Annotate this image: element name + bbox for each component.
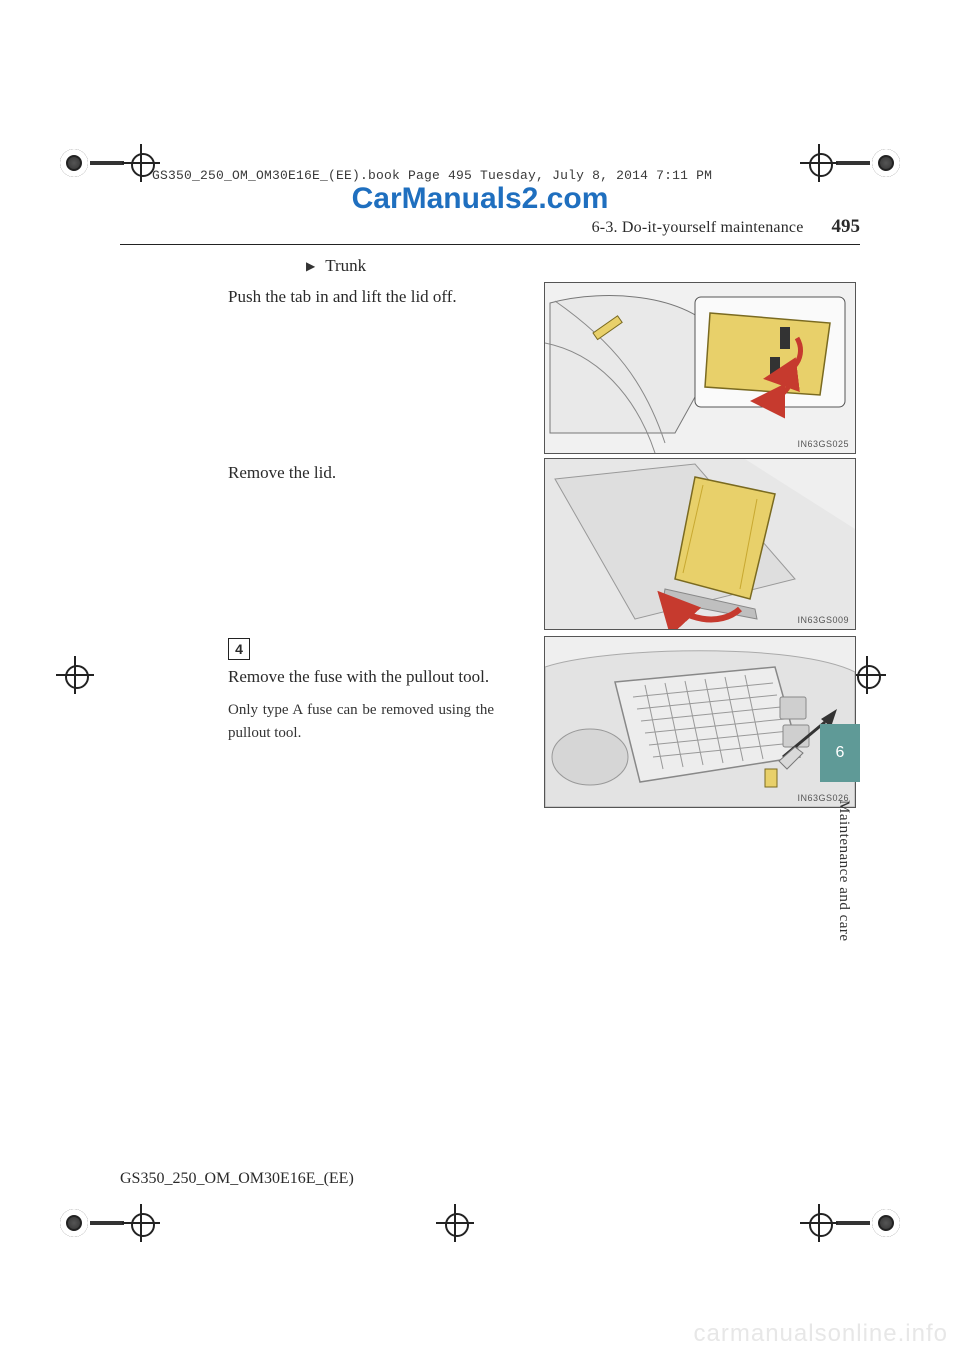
chapter-side-label: Maintenance and care <box>835 800 852 942</box>
footer-watermark: carmanualsonline.info <box>694 1320 948 1348</box>
section-header: 6-3. Do-it-yourself maintenance 495 <box>120 216 860 245</box>
step-4-sub: Only type A fuse can be removed using th… <box>228 699 494 746</box>
step-number-box: 4 <box>228 638 250 660</box>
crosshair-icon <box>804 148 834 178</box>
content-area: ▶ Trunk Push the tab in and lift the lid… <box>228 256 856 812</box>
page-number: 495 <box>832 216 861 238</box>
figure-2-svg <box>545 459 855 629</box>
step-row-push-tab: Push the tab in and lift the lid off. <box>228 282 856 454</box>
reg-circle-icon <box>60 1209 88 1237</box>
reg-bot-left <box>60 1208 156 1238</box>
reg-bar <box>836 1221 870 1225</box>
top-watermark: CarManuals2.com <box>0 182 960 216</box>
crosshair-icon <box>804 1208 834 1238</box>
figure-2-caption: IN63GS009 <box>797 615 849 625</box>
reg-bot-right <box>804 1208 900 1238</box>
figure-1: IN63GS025 <box>544 282 856 454</box>
reg-top-left <box>60 148 156 178</box>
chapter-tab-number: 6 <box>836 744 845 762</box>
figure-1-svg <box>545 283 855 453</box>
figure-3-svg <box>545 637 855 807</box>
reg-bar <box>90 161 124 165</box>
reg-mid-right <box>852 660 882 690</box>
step-text: Remove the lid. <box>228 458 528 486</box>
reg-bot-center <box>440 1208 470 1238</box>
crosshair-icon <box>60 660 90 690</box>
bullet-label: Trunk <box>325 256 366 276</box>
page: GS350_250_OM_OM30E16E_(EE).book Page 495… <box>0 0 960 1358</box>
crosshair-icon <box>126 1208 156 1238</box>
reg-bar <box>90 1221 124 1225</box>
figure-3: IN63GS026 <box>544 636 856 808</box>
footer-doc-id: GS350_250_OM_OM30E16E_(EE) <box>120 1170 354 1188</box>
crosshair-icon <box>852 660 882 690</box>
step-row-remove-lid: Remove the lid. <box>228 458 856 630</box>
step-text: Push the tab in and lift the lid off. <box>228 282 528 310</box>
reg-top-right <box>804 148 900 178</box>
bullet-icon: ▶ <box>306 259 315 274</box>
header-divider <box>120 244 860 245</box>
trunk-bullet: ▶ Trunk <box>306 256 856 276</box>
step-row-4: 4 Remove the fuse with the pullout tool.… <box>228 636 856 808</box>
reg-circle-icon <box>60 149 88 177</box>
reg-bar <box>836 161 870 165</box>
step-4-main: Remove the fuse with the pullout tool. <box>228 667 489 686</box>
book-path: GS350_250_OM_OM30E16E_(EE).book Page 495… <box>152 168 712 183</box>
section-title: 6-3. Do-it-yourself maintenance <box>592 219 804 237</box>
crosshair-icon <box>440 1208 470 1238</box>
chapter-tab: 6 <box>820 724 860 782</box>
reg-circle-icon <box>872 149 900 177</box>
reg-circle-icon <box>872 1209 900 1237</box>
figure-1-caption: IN63GS025 <box>797 439 849 449</box>
step-4-text: 4 Remove the fuse with the pullout tool.… <box>228 636 528 746</box>
reg-mid-left <box>60 660 90 690</box>
figure-2: IN63GS009 <box>544 458 856 630</box>
